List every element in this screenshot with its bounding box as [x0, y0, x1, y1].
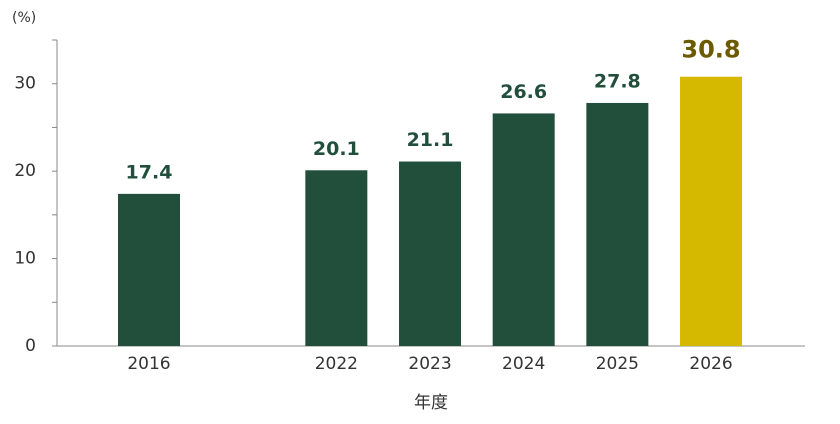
bar: [680, 76, 743, 346]
y-tick-label: 0: [25, 336, 36, 356]
x-tick-label: 2024: [502, 354, 545, 374]
value-label: 30.8: [681, 36, 740, 64]
value-label: 27.8: [594, 70, 641, 92]
bar: [399, 161, 462, 346]
bar: [586, 102, 649, 346]
x-tick-label: 2025: [596, 354, 639, 374]
x-tick-label: 2026: [689, 354, 732, 374]
x-tick-label: 2023: [408, 354, 451, 374]
y-tick-label: 20: [14, 161, 36, 181]
value-label: 26.6: [500, 81, 547, 103]
y-tick-label: 10: [14, 249, 36, 269]
y-tick-label: 30: [14, 74, 36, 94]
x-tick-label: 2022: [315, 354, 358, 374]
x-axis-label: 年度: [414, 393, 448, 413]
bar: [492, 113, 555, 346]
bar: [118, 193, 180, 346]
bar: [305, 170, 368, 346]
x-tick-label: 2016: [127, 354, 170, 374]
value-label: 21.1: [407, 129, 454, 151]
value-label: 20.1: [313, 138, 360, 160]
value-label: 17.4: [126, 161, 173, 183]
y-unit-label: (%): [12, 10, 36, 26]
